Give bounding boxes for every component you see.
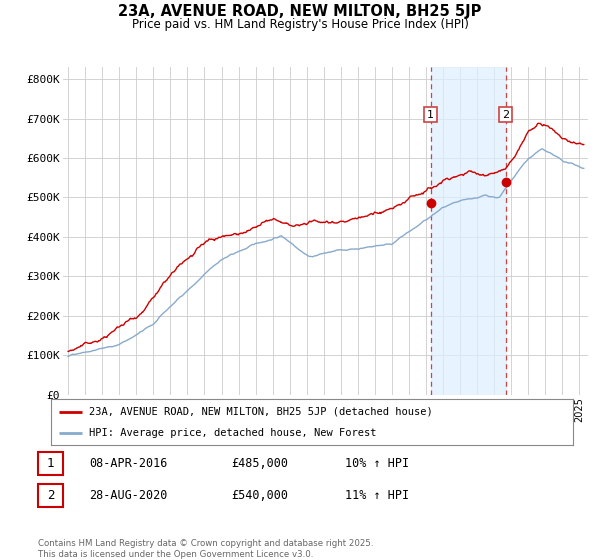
Text: 1: 1	[47, 457, 54, 470]
Text: Price paid vs. HM Land Registry's House Price Index (HPI): Price paid vs. HM Land Registry's House …	[131, 18, 469, 31]
Text: 2: 2	[47, 489, 54, 502]
Bar	[431, 67, 506, 395]
Text: 08-APR-2016: 08-APR-2016	[89, 457, 167, 470]
Text: HPI: Average price, detached house, New Forest: HPI: Average price, detached house, New …	[89, 428, 376, 438]
Text: 10% ↑ HPI: 10% ↑ HPI	[345, 457, 409, 470]
Text: 2: 2	[502, 110, 509, 120]
Text: 11% ↑ HPI: 11% ↑ HPI	[345, 489, 409, 502]
Text: 1: 1	[427, 110, 434, 120]
Text: 23A, AVENUE ROAD, NEW MILTON, BH25 5JP (detached house): 23A, AVENUE ROAD, NEW MILTON, BH25 5JP (…	[89, 407, 433, 417]
Text: £485,000: £485,000	[231, 457, 288, 470]
Text: Contains HM Land Registry data © Crown copyright and database right 2025.
This d: Contains HM Land Registry data © Crown c…	[38, 539, 373, 559]
Text: 28-AUG-2020: 28-AUG-2020	[89, 489, 167, 502]
Text: 23A, AVENUE ROAD, NEW MILTON, BH25 5JP: 23A, AVENUE ROAD, NEW MILTON, BH25 5JP	[118, 4, 482, 19]
Text: £540,000: £540,000	[231, 489, 288, 502]
